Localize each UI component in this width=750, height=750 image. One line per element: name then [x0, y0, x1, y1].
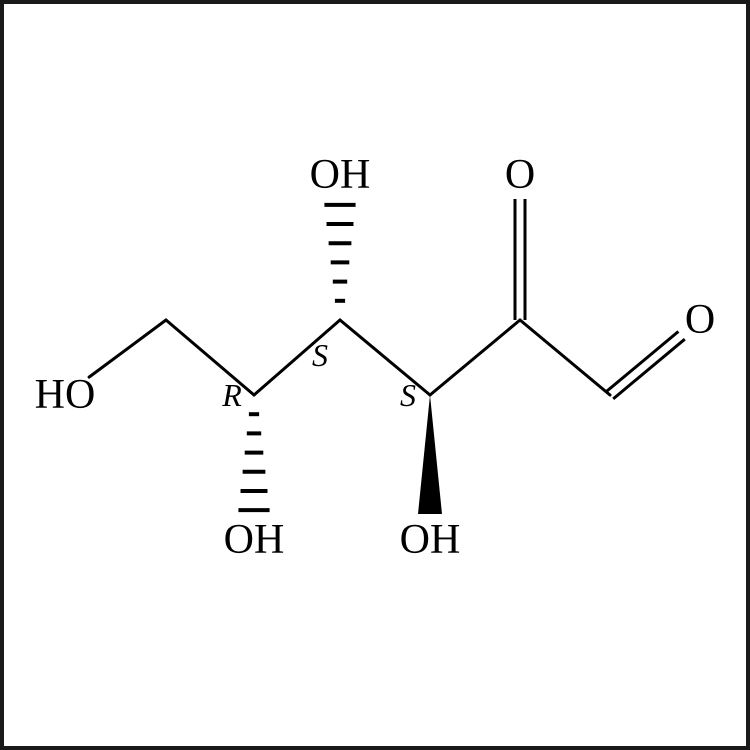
atom-label-O_C3: OH	[400, 517, 461, 563]
stereo-label-C5: R	[221, 377, 242, 413]
atom-label-O_C1: O	[685, 297, 715, 343]
bonds-layer	[89, 199, 685, 514]
atom-label-O_C2: O	[505, 152, 535, 198]
atom-label-O_C5: OH	[224, 517, 285, 563]
atom-label-O_left: HO	[35, 372, 96, 418]
stereo-label-C4: S	[312, 337, 328, 373]
stereo-label-C3: S	[400, 377, 416, 413]
atom-label-O_C4: OH	[310, 152, 371, 198]
molecule-canvas: HO R S S OH OH OH O O	[0, 0, 750, 750]
canvas-border	[2, 2, 748, 748]
labels-layer: HO R S S OH OH OH O O	[35, 152, 716, 563]
